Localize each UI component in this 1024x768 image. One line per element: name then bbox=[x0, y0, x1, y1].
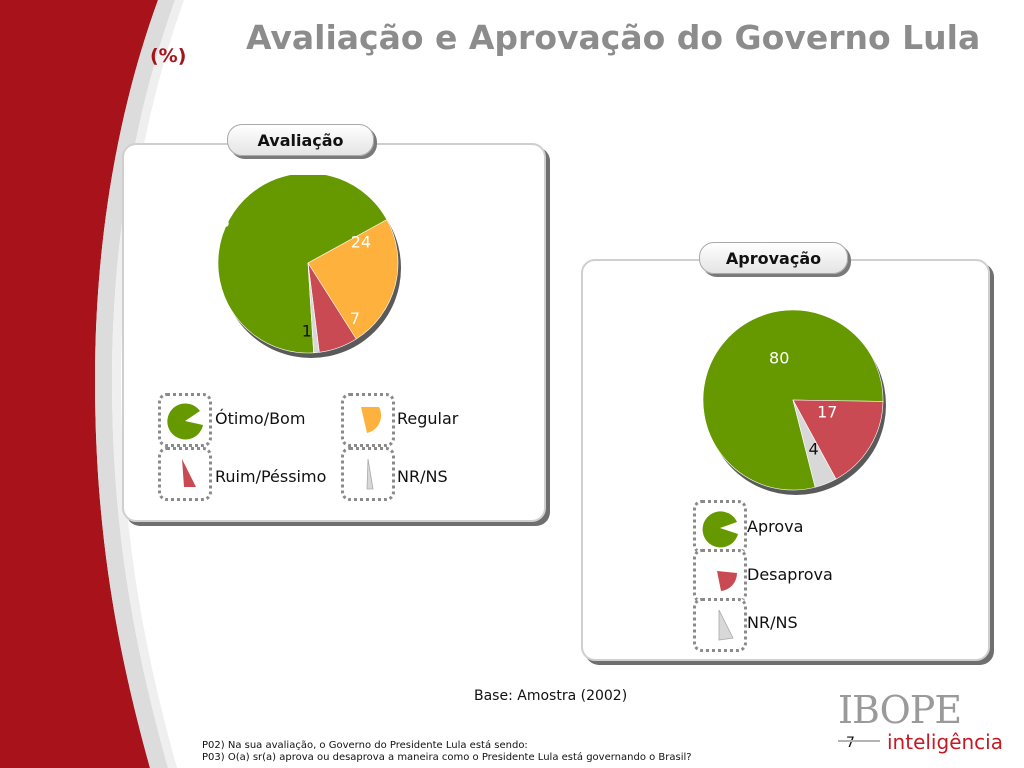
legend-label-otimo-bom: Ótimo/Bom bbox=[215, 409, 306, 428]
swatch-shape bbox=[167, 403, 203, 440]
legend-label-ruim-pessimo: Ruim/Péssimo bbox=[215, 467, 327, 486]
legend-swatch-nr-ns-1 bbox=[341, 447, 395, 501]
legend-swatch-nr-ns-2 bbox=[693, 598, 747, 652]
approval-pie-chart: 80 17 4 bbox=[702, 309, 886, 495]
pie-slice-aprova bbox=[702, 309, 884, 491]
approval-tab: Aprovação bbox=[699, 242, 848, 274]
legend-swatch-regular bbox=[341, 393, 395, 447]
pie-label-aprova: 80 bbox=[769, 348, 789, 367]
ibope-logo: IBOPE bbox=[838, 688, 962, 732]
swatch-shape bbox=[361, 407, 382, 433]
pie-label-otimo-bom: 68 bbox=[209, 212, 229, 231]
pie-label-nr-ns: 1 bbox=[302, 322, 312, 341]
legend-swatch-desaprova bbox=[693, 549, 747, 603]
pie-slice-otimo-bom bbox=[217, 175, 388, 354]
legend-label-desaprova: Desaprova bbox=[747, 565, 833, 584]
swatch-shape bbox=[366, 458, 374, 490]
legend-label-aprova: Aprova bbox=[747, 517, 804, 536]
legend-swatch-otimo-bom bbox=[158, 393, 212, 447]
pie-slice-nr-ns bbox=[792, 399, 837, 488]
base-note: Base: Amostra (2002) bbox=[474, 688, 628, 704]
swatch-shape bbox=[182, 459, 196, 487]
evaluation-tab: Avaliação bbox=[227, 124, 374, 156]
legend-label-nr-ns-1: NR/NS bbox=[397, 467, 448, 486]
unit-label: (%) bbox=[150, 45, 187, 67]
evaluation-pie-chart: 68 24 7 1 bbox=[209, 175, 401, 358]
pie-slice-nr-ns bbox=[307, 262, 320, 354]
page-number: 7 bbox=[846, 735, 855, 751]
footnote-p02: P02) Na sua avaliação, o Governo do Pres… bbox=[202, 740, 528, 751]
legend-label-nr-ns-2: NR/NS bbox=[747, 613, 798, 632]
swatch-shape bbox=[702, 511, 738, 548]
pie-slice-desaprova bbox=[792, 399, 884, 480]
pie-label-nr-ns: 4 bbox=[809, 439, 819, 458]
pie-label-ruim-pessimo: 7 bbox=[350, 309, 360, 328]
pie-label-desaprova: 17 bbox=[817, 403, 837, 422]
pie-slice-regular bbox=[307, 219, 399, 340]
legend-swatch-ruim-pessimo bbox=[158, 447, 212, 501]
footnote-p03: P03) O(a) sr(a) aprova ou desaprova a ma… bbox=[202, 752, 692, 763]
swatch-shape bbox=[717, 571, 738, 591]
page-title: Avaliação e Aprovação do Governo Lula bbox=[246, 18, 981, 57]
swatch-shape bbox=[718, 609, 734, 641]
legend-swatch-aprova bbox=[693, 500, 747, 554]
pie-label-regular: 24 bbox=[351, 232, 371, 251]
legend-label-regular: Regular bbox=[397, 409, 459, 428]
logo-divider bbox=[838, 740, 880, 742]
inteligencia-logo: inteligência bbox=[887, 730, 1003, 754]
